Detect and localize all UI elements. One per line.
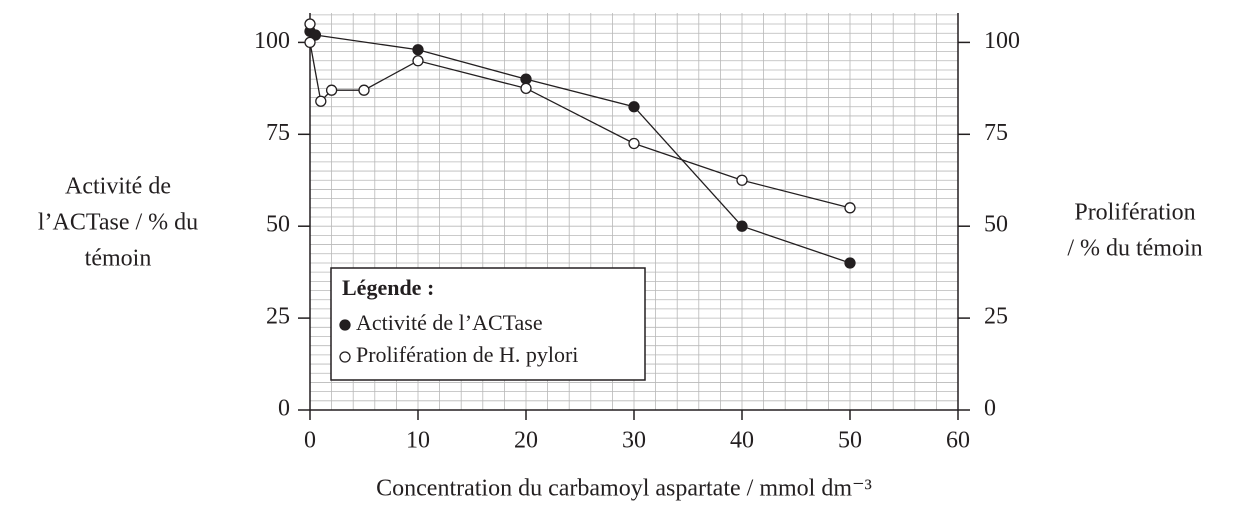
legend: Légende : Activité de l’ACTase Proliférati… [330, 267, 646, 381]
data-point [628, 137, 640, 150]
legend-label: Activité de l’ACTase [356, 310, 543, 335]
legend-marker [339, 319, 351, 331]
data-point [412, 55, 424, 67]
data-point [628, 101, 640, 113]
x-axis-label: Concentration du carbamoyl aspartate / m… [376, 476, 872, 502]
series-line [309, 24, 851, 209]
data-point [412, 44, 424, 56]
x-tick-label: 0 [304, 428, 316, 454]
legend-marker [339, 351, 351, 363]
x-tick-label: 10 [406, 428, 430, 454]
y-tick-label: 50 [266, 212, 290, 238]
data-point [844, 202, 856, 214]
y2-tick-label: 25 [984, 304, 1008, 330]
y-tick-label: 100 [254, 28, 290, 54]
y2-tick-label: 100 [984, 28, 1020, 54]
data-point [736, 220, 748, 232]
data-point [304, 36, 316, 49]
y2-tick-label: 75 [984, 120, 1008, 146]
series-line [309, 30, 851, 264]
x-tick-label: 60 [946, 428, 970, 454]
y-tick-label: 0 [278, 396, 290, 422]
x-tick-label: 40 [730, 428, 754, 454]
y-axis-label: témoin [85, 246, 152, 272]
data-point [358, 84, 370, 96]
y2-tick-label: 50 [984, 212, 1008, 238]
data-point [736, 174, 748, 186]
legend-title: Légende : [342, 275, 434, 300]
y2-axis-label: / % du témoin [1067, 236, 1202, 262]
x-tick-label: 20 [514, 428, 538, 454]
data-point [325, 84, 338, 96]
data-point [315, 95, 327, 107]
data-point [304, 18, 316, 30]
y2-axis-label: Prolifération [1074, 200, 1195, 226]
y-axis-label: l’ACTase / % du [38, 210, 198, 236]
data-point [844, 257, 856, 269]
legend-box [330, 267, 646, 381]
data-point [520, 82, 532, 95]
y-axis-label: Activité de [65, 174, 171, 200]
legend-label: Prolifération de H. pylori [356, 342, 578, 367]
x-tick-label: 50 [838, 428, 862, 454]
data-point [520, 73, 532, 85]
x-tick-label: 30 [622, 428, 646, 454]
y2-tick-label: 0 [984, 396, 996, 422]
y-tick-label: 75 [266, 120, 290, 146]
y-tick-label: 25 [266, 304, 290, 330]
